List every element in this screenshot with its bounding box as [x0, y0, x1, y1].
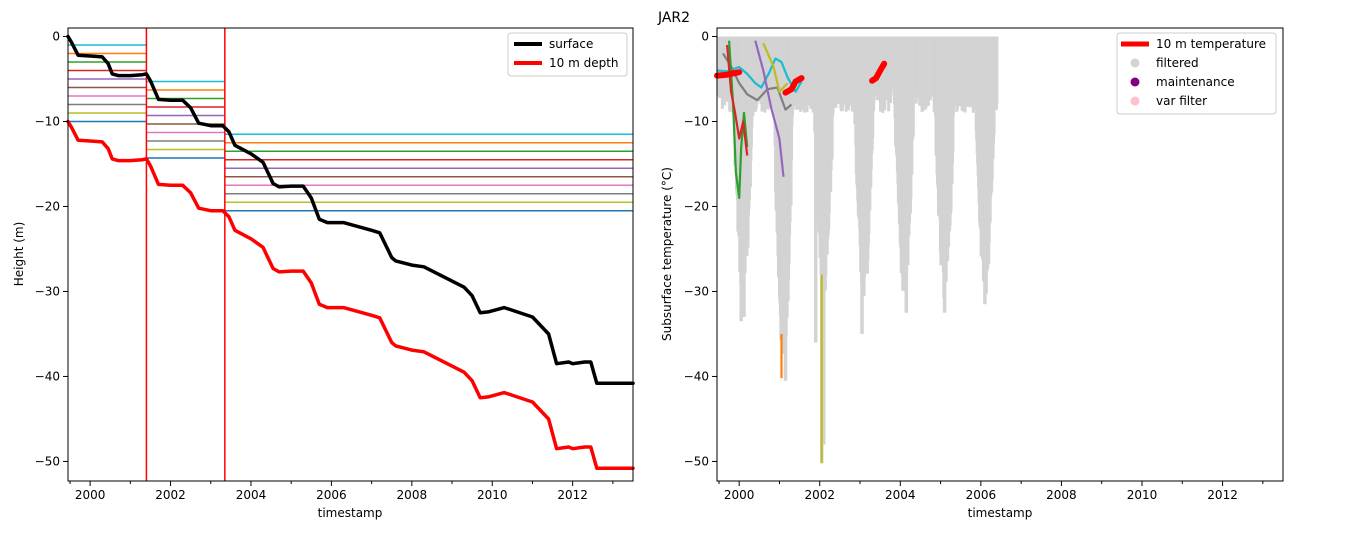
right-chart: 2000 2002 2004 2006 2008 2010 2012 0 −10 −20 −30 −4… [660, 27, 1284, 520]
right-y-tick-label: 0 [701, 29, 709, 43]
legend-maintenance-label: maintenance [1156, 75, 1235, 89]
left-x-tick-label: 2012 [557, 488, 588, 502]
right-x-tick-label: 2012 [1207, 488, 1238, 502]
legend-var-filter-marker [1130, 96, 1140, 106]
sensor-temperature-trace [754, 40, 785, 177]
left-x-tick-label: 2010 [477, 488, 508, 502]
left-x-tick-label: 2002 [155, 488, 186, 502]
left-y-tick-label: −30 [35, 284, 60, 298]
right-y-axis-label: Subsurface temperature (°C) [660, 167, 674, 341]
filtered-data-streaks [717, 36, 999, 464]
right-x-tick-label: 2004 [885, 488, 916, 502]
left-x-tick-label: 2000 [75, 488, 106, 502]
right-x-tick-label: 2006 [966, 488, 997, 502]
right-y-tick-label: −50 [684, 454, 709, 468]
left-y-tick-label: −20 [35, 199, 60, 213]
left-plot-area [66, 28, 635, 481]
legend-10m-depth-label: 10 m depth [549, 56, 619, 70]
right-x-tick-label: 2008 [1046, 488, 1077, 502]
left-chart: 2000 2002 2004 2006 2008 2010 2012 0 −10 −20 −30 −4… [12, 27, 635, 520]
right-y-tick-label: −40 [684, 369, 709, 383]
sensor-temperature-trace [726, 44, 749, 156]
left-ticks: 2000 2002 2004 2006 2008 2010 2012 0 −10 −20 −30 −4… [35, 29, 614, 502]
figure-title: JAR2 [657, 10, 690, 26]
temperature-10m-segment [869, 60, 888, 84]
left-y-axis-label: Height (m) [12, 222, 26, 287]
right-ticks: 2000 2002 2004 2006 2008 2010 2012 0 −10 −20 −30 −4… [684, 29, 1264, 502]
right-legend-box [1116, 32, 1277, 115]
left-y-tick-label: −50 [35, 454, 60, 468]
right-x-tick-label: 2002 [804, 488, 835, 502]
surface-series-line [66, 34, 635, 386]
left-axes-frame [67, 27, 634, 482]
left-x-tick-label: 2008 [397, 488, 428, 502]
right-x-tick-label: 2000 [724, 488, 755, 502]
left-legend: surface 10 m depth [507, 32, 628, 77]
temperature-10m-segment [782, 75, 805, 96]
depth-10m-series-line [66, 119, 635, 471]
left-y-tick-label: 0 [52, 29, 60, 43]
temperature-10m-segment [714, 69, 743, 79]
left-x-tick-label: 2004 [236, 488, 267, 502]
left-y-tick-label: −10 [35, 114, 60, 128]
left-y-tick-label: −40 [35, 369, 60, 383]
left-x-axis-label: timestamp [318, 506, 383, 520]
right-y-tick-label: −20 [684, 199, 709, 213]
legend-10m-temperature-label: 10 m temperature [1156, 37, 1266, 51]
right-axes-frame [716, 27, 1284, 482]
right-y-tick-label: −10 [684, 114, 709, 128]
legend-filtered-label: filtered [1156, 56, 1199, 70]
right-x-tick-label: 2010 [1127, 488, 1158, 502]
right-y-tick-label: −30 [684, 284, 709, 298]
sensor-temperature-trace [762, 42, 789, 93]
legend-maintenance-marker [1130, 77, 1140, 87]
left-x-tick-label: 2006 [316, 488, 347, 502]
legend-var-filter-label: var filter [1156, 94, 1207, 108]
right-x-axis-label: timestamp [968, 506, 1033, 520]
right-plot-area [714, 36, 999, 464]
legend-filtered-marker [1130, 58, 1140, 68]
right-legend: 10 m temperature filtered maintenance va… [1116, 32, 1277, 115]
legend-surface-label: surface [549, 37, 593, 51]
